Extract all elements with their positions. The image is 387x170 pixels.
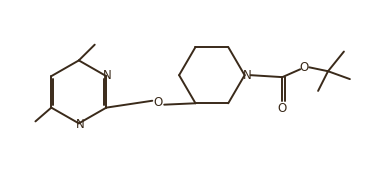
Text: O: O <box>278 102 287 115</box>
Text: O: O <box>300 61 309 74</box>
Text: N: N <box>243 69 252 82</box>
Text: O: O <box>154 96 163 109</box>
Text: N: N <box>75 118 84 131</box>
Text: N: N <box>103 69 112 82</box>
